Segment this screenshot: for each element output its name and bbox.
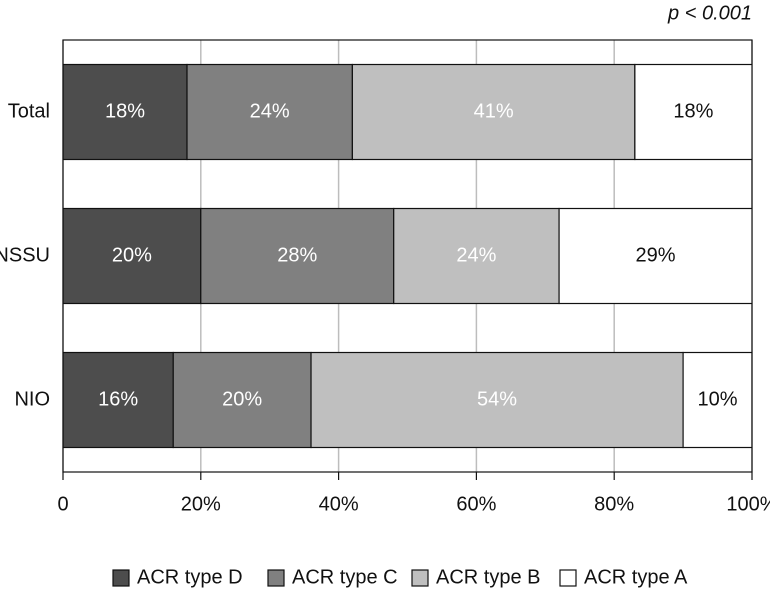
y-tick-label: NSSU [0,244,50,266]
value-label: 16% [98,388,138,410]
x-tick-label: 0 [57,493,68,515]
value-label: 54% [477,388,517,410]
legend-label: ACR type A [584,566,688,588]
value-label: 24% [250,100,290,122]
value-label: 18% [673,100,713,122]
value-label: 20% [222,388,262,410]
legend-swatch [112,569,130,587]
value-label: 20% [112,244,152,266]
bar-segment [351,63,636,161]
p-value-annotation: p < 0.001 [667,2,752,24]
x-tick-label: 20% [181,493,221,515]
legend-label: ACR type C [292,566,398,588]
y-tick-label: Total [8,100,50,122]
plot-frame [62,39,753,473]
legend-label: ACR type D [137,566,243,588]
bar-segment [393,207,560,305]
value-label: 28% [277,244,317,266]
bar-segment [682,351,752,449]
legend-swatch [267,569,285,587]
legend-swatch [559,569,577,587]
bar-segment [63,63,188,161]
value-label: 41% [474,100,514,122]
bar-segment [200,207,395,305]
x-tick-label: 60% [456,493,496,515]
labels: 0 20% 40% 60% 80% 100% Total 18% 24% 41% 18% NSSU 20… [0,100,770,588]
x-tick-label: 80% [594,493,634,515]
legend-swatch [411,569,429,587]
bar-segment [310,351,684,449]
x-tick-label: 40% [319,493,359,515]
y-tick-label: NIO [14,388,50,410]
value-label: 18% [105,100,145,122]
bar-segment [63,351,174,449]
value-label: 24% [456,244,496,266]
value-label: 29% [636,244,676,266]
x-tick-label: 100% [726,493,770,515]
bars [63,63,752,449]
bar-segment [63,207,202,305]
value-label: 10% [698,388,738,410]
bar-segment [634,63,752,161]
legend-label: ACR type B [436,566,540,588]
bar-segment [558,207,752,305]
